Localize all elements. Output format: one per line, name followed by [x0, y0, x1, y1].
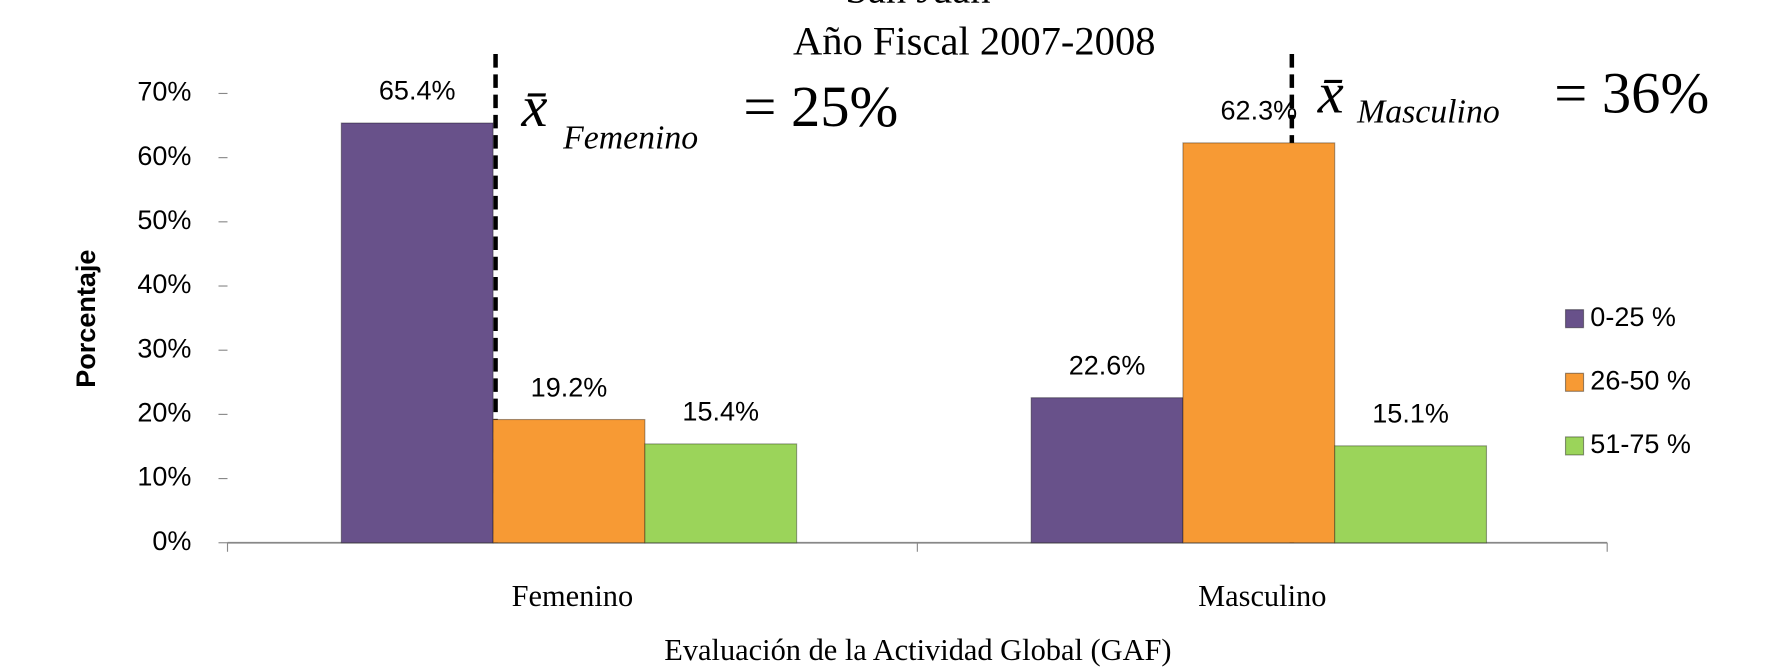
- y-tick-label: 50%: [137, 205, 191, 235]
- legend-label: 0-25 %: [1590, 302, 1676, 332]
- y-tick-label: 30%: [137, 333, 191, 363]
- y-tick-label: 10%: [137, 462, 191, 492]
- y-tick-label: 60%: [137, 141, 191, 171]
- legend-swatch: [1564, 436, 1585, 456]
- annotation-text: = 36%: [1554, 61, 1709, 126]
- y-axis-title: Porcentaje: [71, 250, 101, 388]
- data-label: 15.4%: [682, 397, 759, 427]
- x-tick-label: Femenino: [512, 579, 634, 613]
- y-tick-label: 20%: [137, 398, 191, 428]
- data-label: 19.2%: [531, 372, 608, 402]
- annotation-text: = 25%: [743, 74, 898, 139]
- y-tick-label: 0%: [152, 526, 191, 556]
- legend-label: 51-75 %: [1590, 429, 1691, 459]
- annotation-subscript: Femenino: [562, 120, 698, 157]
- bar: [644, 443, 798, 544]
- chart-title: Año Fiscal 2007-2008: [793, 18, 1156, 63]
- bar: [1030, 397, 1184, 544]
- chart-title: San Juan: [845, 0, 990, 12]
- bar: [1334, 445, 1488, 544]
- legend-swatch: [1564, 372, 1585, 392]
- bar: [492, 418, 646, 544]
- data-label: 62.3%: [1221, 96, 1298, 126]
- bar: [1182, 142, 1336, 544]
- x-axis-title: Evaluación de la Actividad Global (GAF): [664, 633, 1171, 667]
- data-label: 65.4%: [379, 76, 456, 106]
- x-tick-label: Masculino: [1198, 579, 1326, 613]
- y-tick-label: 40%: [137, 269, 191, 299]
- annotation-symbol: x̄: [1317, 61, 1344, 126]
- data-label: 15.1%: [1372, 399, 1449, 429]
- y-tick-label: 70%: [137, 77, 191, 107]
- annotation-symbol: x̄: [520, 74, 547, 139]
- bar: [340, 122, 494, 544]
- annotation-subscript: Masculino: [1356, 94, 1500, 131]
- legend-label: 26-50 %: [1590, 365, 1691, 395]
- legend-swatch: [1564, 309, 1585, 329]
- data-label: 22.6%: [1069, 350, 1146, 380]
